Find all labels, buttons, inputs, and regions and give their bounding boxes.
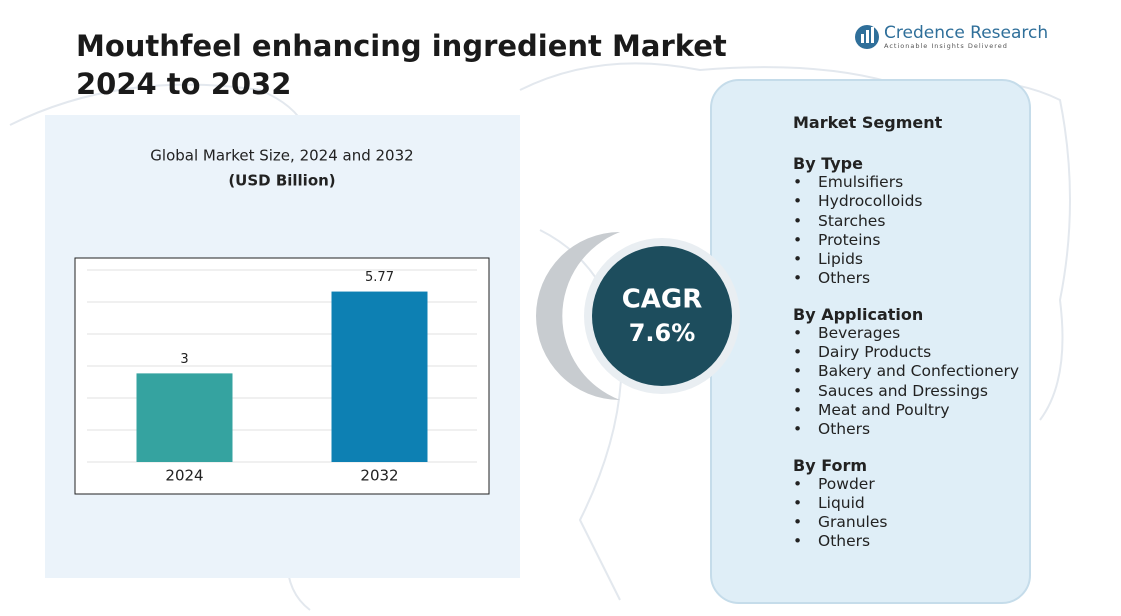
- list: PowderLiquidGranulesOthers: [793, 475, 1028, 552]
- brand-tagline: Actionable Insights Delivered: [884, 42, 1008, 50]
- brand-logo: [855, 25, 879, 49]
- cagr-label: CAGR: [622, 285, 703, 315]
- segment-item: Others: [793, 269, 1028, 289]
- x-tick-label: 2032: [360, 467, 398, 485]
- brand-name: Credence Research: [884, 23, 1048, 43]
- g: By Application: [793, 304, 924, 324]
- cagr-circle: [592, 246, 732, 386]
- segment-item: Others: [793, 420, 1028, 440]
- chart-subtitle: (USD Billion): [228, 172, 335, 190]
- segment-item: Sauces and Dressings: [793, 382, 1028, 402]
- plot: 2024 3 2032 5.77: [87, 269, 477, 485]
- segment-item: Dairy Products: [793, 343, 1028, 363]
- segment-item: Bakery and Confectionery: [793, 362, 1028, 382]
- segment-item: Beverages: [793, 324, 1028, 344]
- value-label: 3: [180, 352, 188, 367]
- segment-list: Market Segment By TypeEmulsifiersHydrocol…: [793, 113, 1028, 568]
- segment-item: Meat and Poultry: [793, 401, 1028, 421]
- segment-item: Liquid: [793, 494, 1028, 514]
- g: By Type: [793, 154, 863, 173]
- x-tick-label: 2024: [165, 467, 203, 485]
- segment-item: Proteins: [793, 231, 1028, 251]
- title-line: 2024 to 2032: [76, 67, 291, 101]
- segment-item: Starches: [793, 212, 1028, 232]
- segment-item: Emulsifiers: [793, 173, 1028, 193]
- list: BeveragesDairy ProductsBakery and Confec…: [793, 324, 1028, 440]
- title-line: Mouthfeel enhancing ingredient Market: [76, 29, 727, 63]
- segment-item: Others: [793, 532, 1028, 552]
- cagr-value: 7.6%: [629, 319, 696, 347]
- value-label: 5.77: [365, 270, 394, 285]
- chart-title: Global Market Size, 2024 and 2032: [150, 147, 413, 165]
- cagr-arc: [536, 232, 620, 400]
- segment-item: Hydrocolloids: [793, 192, 1028, 212]
- bar: [331, 291, 428, 462]
- t: Market Segment: [793, 113, 943, 132]
- list: EmulsifiersHydrocolloidsStarchesProteins…: [793, 173, 1028, 289]
- segment-item: Powder: [793, 475, 1028, 495]
- segment-item: Lipids: [793, 250, 1028, 270]
- bar: [136, 373, 233, 462]
- g: By Form: [793, 455, 868, 475]
- segment-item: Granules: [793, 513, 1028, 533]
